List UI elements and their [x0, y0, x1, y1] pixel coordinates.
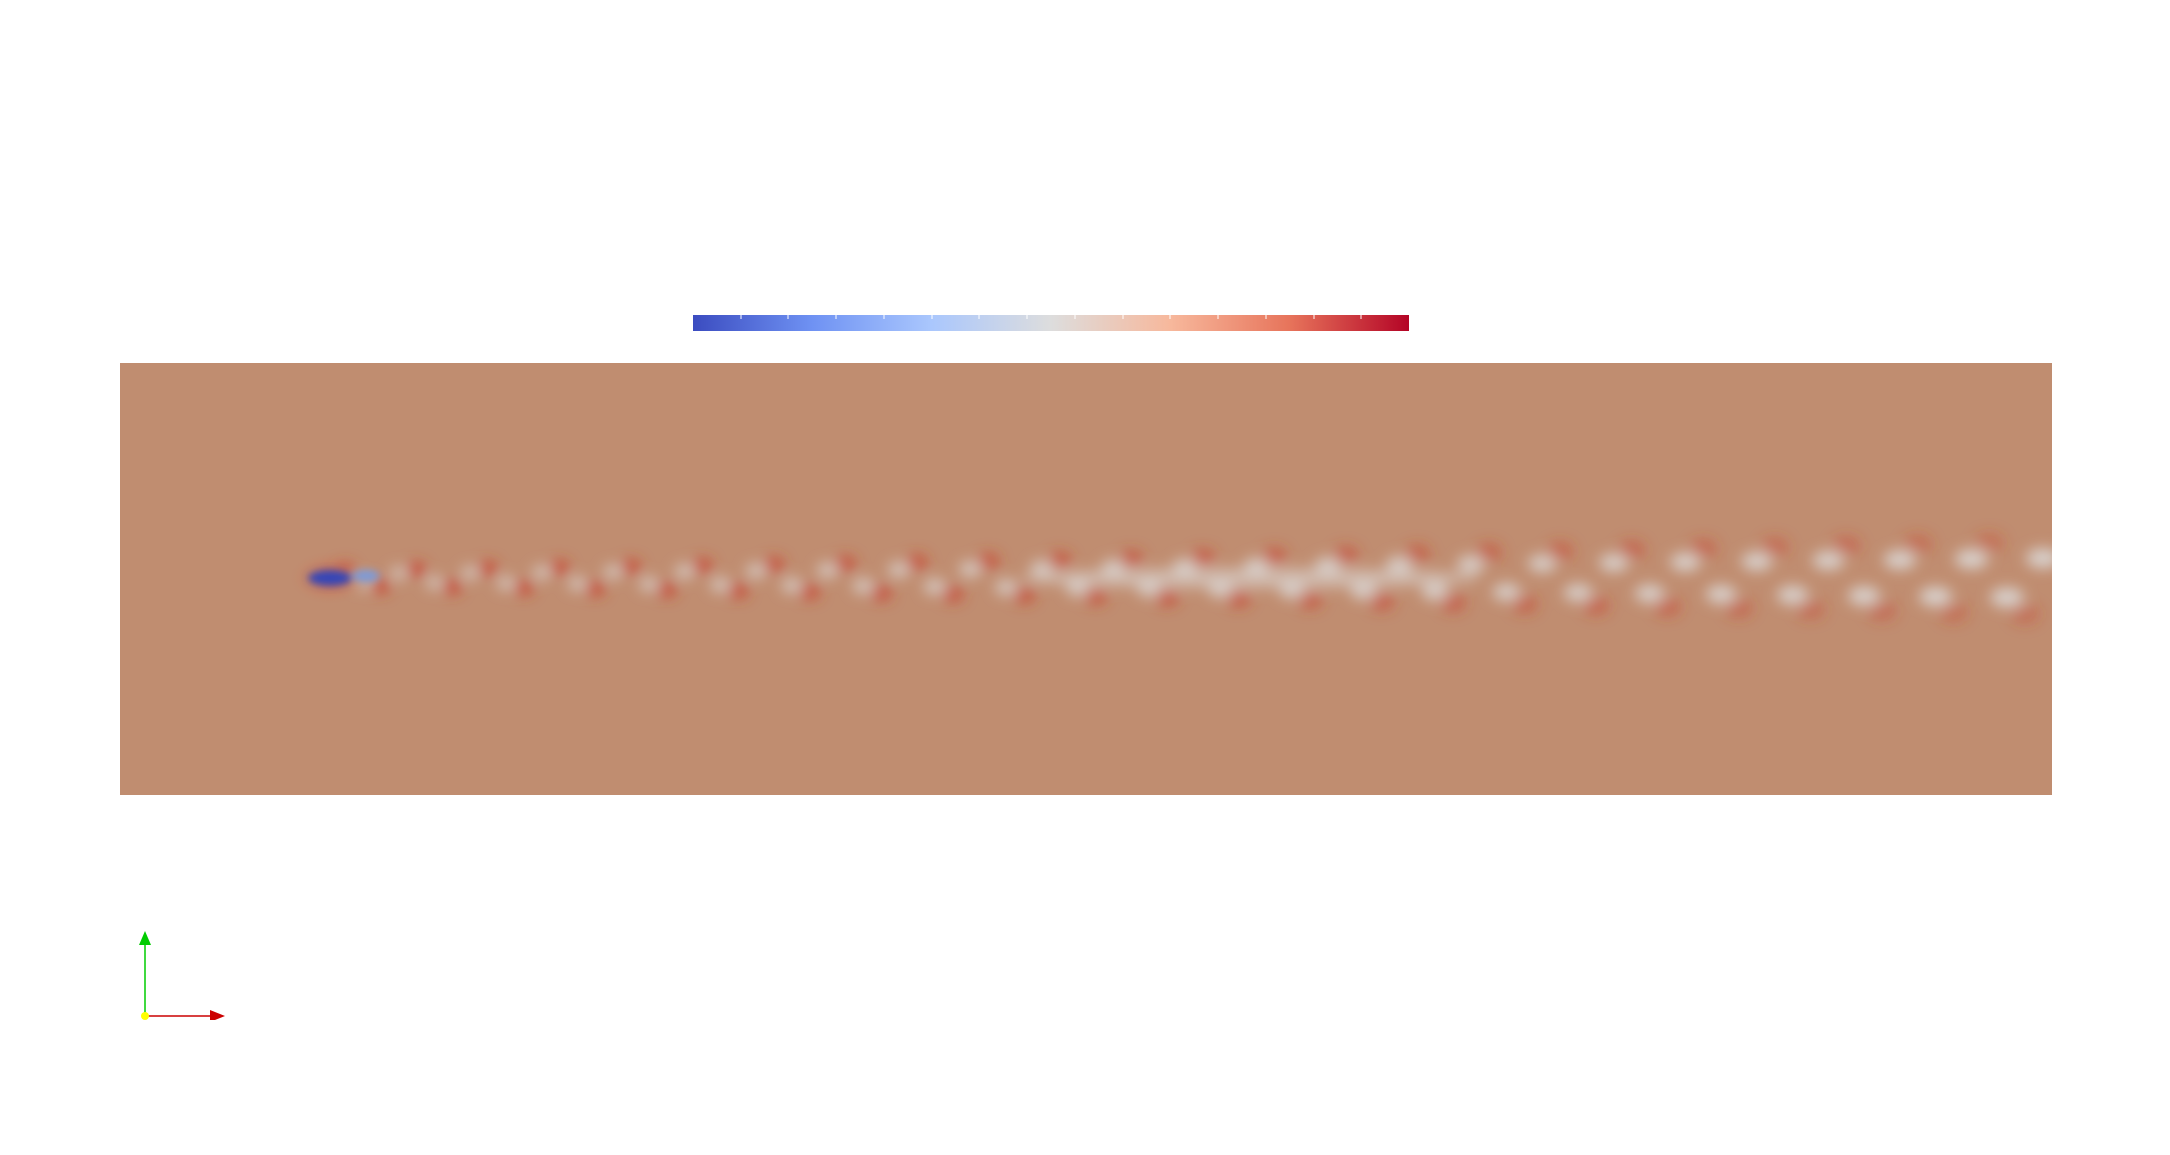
- wake-vortex-warm: [549, 560, 570, 575]
- wake-vortex-warm: [1297, 591, 1323, 610]
- wake-vortex-warm: [1333, 546, 1359, 564]
- wake-vortex-cool: [1919, 586, 1952, 607]
- wake-vortex-cool: [1385, 556, 1414, 574]
- wake-vortex-cool: [1421, 582, 1449, 601]
- wake-vortex-warm: [1974, 532, 2005, 553]
- wake-vortex-warm: [1119, 550, 1144, 568]
- wake-vortex-warm: [1618, 540, 1646, 559]
- wake-vortex-warm: [692, 558, 713, 574]
- wake-vortex-warm: [514, 580, 534, 596]
- wake-vortex-warm: [1048, 551, 1072, 569]
- wake-vortex-cool: [923, 578, 946, 595]
- wake-vortex-warm: [371, 579, 390, 594]
- wake-vortex-cool: [1670, 552, 1701, 572]
- wake-vortex-warm: [478, 561, 498, 576]
- wake-vortex-cool: [461, 565, 479, 581]
- wake-vortex-cool: [1812, 550, 1845, 571]
- origin-point-icon: [141, 1012, 149, 1020]
- wake-vortex-warm: [1262, 547, 1287, 565]
- wake-vortex-warm: [763, 556, 785, 573]
- wake-vortex-cool: [746, 563, 767, 579]
- wake-vortex-cool: [603, 564, 623, 580]
- wake-vortex-warm: [1760, 537, 1789, 557]
- x-axis-arrow-icon: [210, 1010, 225, 1020]
- wake-vortex-warm: [870, 585, 893, 602]
- wake-vortex-cool: [1954, 549, 1988, 569]
- wake-vortex-warm: [585, 581, 606, 597]
- wake-vortex-warm: [1725, 598, 1753, 618]
- wake-vortex-cool: [1457, 555, 1485, 574]
- wake-vortex-cool: [959, 561, 982, 578]
- wake-vortex-cool: [390, 566, 407, 581]
- wake-vortex-cool: [1634, 584, 1665, 603]
- wake-vortex-warm: [1547, 541, 1574, 561]
- wake-vortex-cool: [817, 562, 839, 579]
- wake-vortex-cool: [852, 578, 874, 594]
- wake-vortex-cool: [710, 577, 731, 593]
- wake-vortex-warm: [2010, 604, 2040, 624]
- wake-vortex-cool: [532, 565, 551, 580]
- wake-vortex-warm: [1368, 592, 1395, 611]
- wake-vortex-cool: [1599, 553, 1629, 572]
- obstacle-body: [308, 570, 352, 586]
- flow-field-view[interactable]: [120, 363, 2052, 795]
- wake-vortex-cool: [1848, 586, 1881, 606]
- wake-vortex-cool: [888, 561, 910, 578]
- wake-vortex-cool: [1990, 587, 2024, 608]
- wake-vortex-warm: [1083, 588, 1108, 605]
- wake-vortex-cool: [1563, 583, 1593, 602]
- wake-vortex-warm: [834, 555, 857, 572]
- wake-vortex-cool: [426, 575, 443, 590]
- color-legend-gradient: [693, 315, 1409, 331]
- wake-vortex-warm: [1689, 538, 1718, 558]
- wake-vortex-cool: [1777, 585, 1809, 605]
- wake-vortex-cool: [2025, 548, 2052, 569]
- wake-vortex-warm: [621, 559, 641, 575]
- wake-vortex-warm: [1511, 595, 1538, 614]
- wake-vortex-cool: [568, 576, 587, 592]
- wake-vortex-cool: [674, 563, 695, 580]
- wake-vortex-warm: [1190, 549, 1215, 566]
- color-legend-bar: [693, 315, 1409, 331]
- obstacle-tail: [352, 570, 380, 582]
- wake-vortex-warm: [1226, 590, 1251, 608]
- wake-vortex-warm: [977, 553, 1000, 570]
- flow-field-plot: [120, 363, 2052, 795]
- wake-vortex-warm: [1796, 600, 1825, 620]
- wake-vortex-warm: [407, 562, 426, 577]
- wake-vortex-warm: [1903, 534, 1933, 554]
- wake-vortex-warm: [1582, 596, 1610, 615]
- wake-vortex-cool: [1528, 554, 1557, 573]
- wake-centerline-band: [1020, 568, 1480, 588]
- wake-vortex-warm: [1831, 535, 1861, 556]
- wake-vortex-warm: [905, 554, 928, 571]
- wake-vortex-warm: [1155, 589, 1179, 607]
- wake-vortex-warm: [442, 579, 462, 595]
- wake-vortex-warm: [1404, 544, 1431, 563]
- wake-vortex-warm: [656, 582, 677, 598]
- wake-vortex-cool: [1741, 551, 1773, 571]
- wake-vortex-warm: [1475, 543, 1502, 562]
- wake-vortex-warm: [1440, 594, 1467, 612]
- wake-vortex-cool: [1705, 584, 1737, 604]
- wake-vortex-warm: [941, 586, 964, 603]
- wake-vortex-cool: [994, 579, 1018, 596]
- wake-vortex-cool: [781, 577, 803, 594]
- wake-vortex-warm: [1012, 587, 1036, 604]
- orientation-axes: [130, 930, 230, 1020]
- color-legend-fill: [693, 315, 1409, 331]
- wake-vortex-cool: [1492, 583, 1521, 602]
- y-axis-arrow-icon: [139, 931, 151, 945]
- wake-vortex-cool: [1030, 560, 1054, 577]
- wake-vortex-warm: [1653, 597, 1682, 617]
- wake-vortex-warm: [799, 584, 821, 600]
- wake-vortex-cool: [639, 576, 659, 592]
- wake-vortex-cool: [497, 575, 515, 591]
- wake-vortex-warm: [1938, 602, 1969, 623]
- wake-vortex-warm: [727, 583, 749, 599]
- wake-vortex-cool: [1883, 550, 1917, 570]
- wake-vortex-warm: [1867, 601, 1897, 621]
